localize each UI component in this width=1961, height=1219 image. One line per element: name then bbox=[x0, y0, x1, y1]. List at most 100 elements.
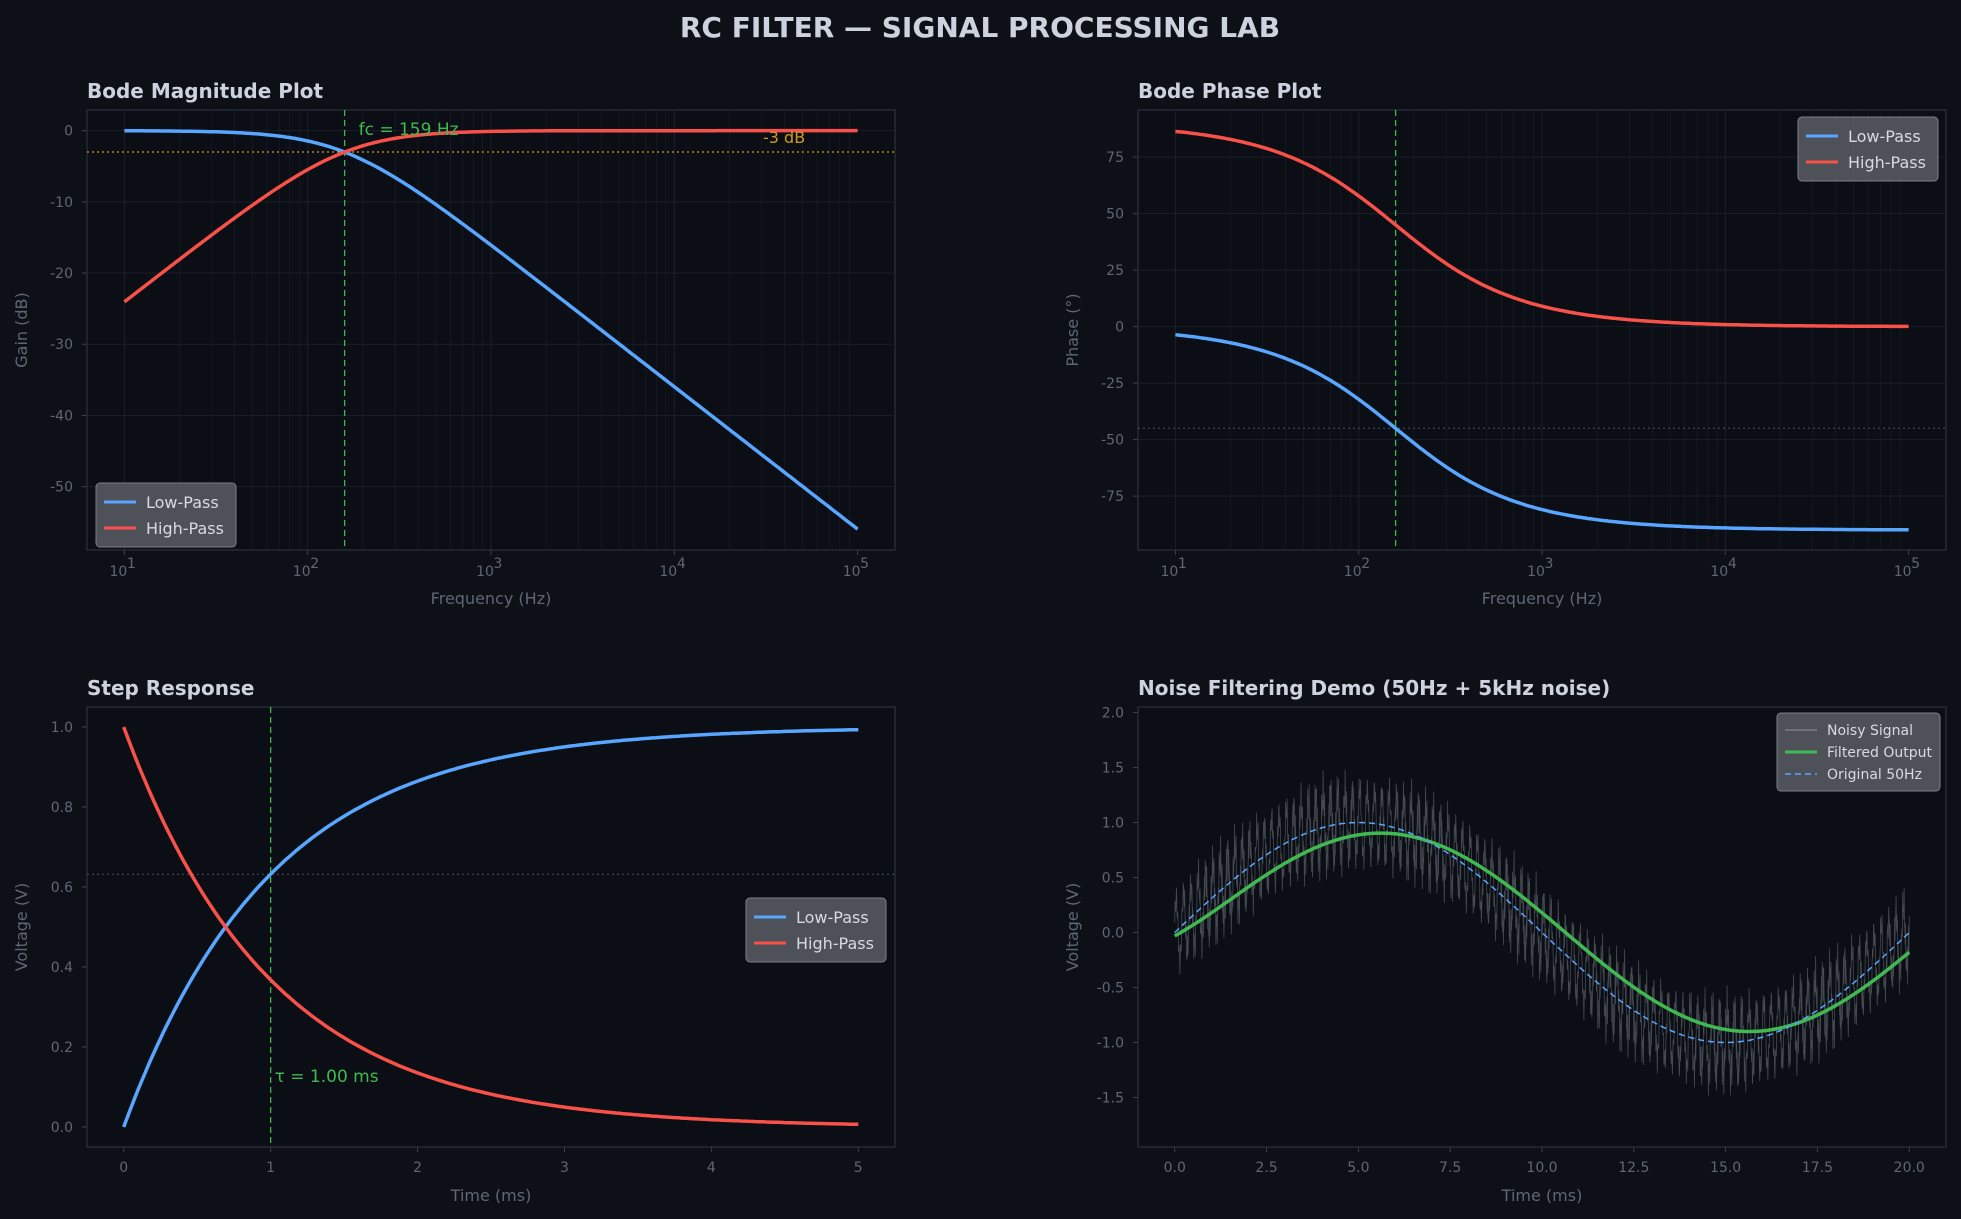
legend-label: Low-Pass bbox=[796, 908, 869, 927]
figure-title: RC FILTER — SIGNAL PROCESSING LAB bbox=[680, 11, 1280, 44]
x-tick-label: 7.5 bbox=[1439, 1160, 1461, 1176]
y-axis-label: Voltage (V) bbox=[12, 883, 31, 972]
y-tick-label: 25 bbox=[1106, 263, 1124, 279]
legend-label: Noisy Signal bbox=[1827, 723, 1913, 739]
series-original-50hz-line bbox=[1174, 821, 1910, 1044]
series-low-pass-line bbox=[122, 727, 859, 1128]
x-tick-label: 10 1 bbox=[1160, 556, 1186, 580]
x-tick-label: 10.0 bbox=[1526, 1160, 1557, 1176]
legend-box bbox=[95, 482, 237, 548]
x-tick-exponent: 3 bbox=[494, 556, 503, 572]
series-noisy-signal-line bbox=[1174, 769, 1910, 1096]
y-tick-label: -20 bbox=[50, 266, 73, 282]
y-tick-label: -1.5 bbox=[1097, 1091, 1124, 1107]
x-tick-exponent: 5 bbox=[860, 556, 869, 572]
threshold-annotation: -3 dB bbox=[763, 128, 805, 147]
x-tick-label: 17.5 bbox=[1802, 1160, 1833, 1176]
legend-box bbox=[1776, 712, 1941, 792]
x-tick-exponent: 4 bbox=[1728, 556, 1737, 572]
series-low-pass-line bbox=[1175, 332, 1909, 532]
legend: Low-Pass High-Pass bbox=[1797, 116, 1939, 182]
y-tick-label: 1.5 bbox=[1102, 761, 1124, 777]
y-tick-label: -10 bbox=[50, 195, 73, 211]
legend-label: High-Pass bbox=[1848, 153, 1926, 172]
y-tick-label: -30 bbox=[50, 337, 73, 353]
tau-annotation: τ = 1.00 ms bbox=[275, 1067, 379, 1087]
series-high-pass-line bbox=[122, 726, 859, 1127]
x-tick-label: 2 bbox=[413, 1160, 422, 1176]
y-tick-label: -1.0 bbox=[1097, 1036, 1124, 1052]
y-tick-label: 0 bbox=[64, 124, 73, 140]
x-tick-exponent: 1 bbox=[127, 556, 136, 572]
y-tick-label: -25 bbox=[1101, 376, 1124, 392]
cutoff-annotation: fc = 159 Hz bbox=[359, 120, 459, 140]
x-tick-exponent: 1 bbox=[1178, 556, 1187, 572]
y-tick-label: 0.8 bbox=[51, 800, 73, 816]
gridlines bbox=[1138, 110, 1946, 550]
y-tick-label: 1.0 bbox=[1102, 816, 1124, 832]
series-low-pass-line bbox=[124, 129, 859, 531]
legend-label: Low-Pass bbox=[1848, 127, 1921, 146]
chart-step-response: Step Response 0 1 2 3 4 5 0.0 0.2 0.4 0.6 0.8 1.0 Tim… bbox=[12, 676, 896, 1205]
y-tick-label: -50 bbox=[50, 480, 73, 496]
x-tick-label: 5.0 bbox=[1347, 1160, 1369, 1176]
y-tick-label: -0.5 bbox=[1097, 981, 1124, 997]
x-tick-base: 10 bbox=[476, 564, 494, 580]
series-filtered-output-line bbox=[1173, 831, 1911, 1034]
x-tick-base: 10 bbox=[1894, 564, 1912, 580]
y-tick-label: -40 bbox=[50, 408, 73, 424]
legend-label: Filtered Output bbox=[1827, 745, 1932, 761]
y-tick-label: -75 bbox=[1101, 489, 1124, 505]
x-tick-label: 20.0 bbox=[1894, 1160, 1925, 1176]
y-tick-label: 0.6 bbox=[51, 880, 73, 896]
panel-title: Bode Phase Plot bbox=[1138, 79, 1322, 103]
x-tick-label: 12.5 bbox=[1618, 1160, 1649, 1176]
y-tick-label: 1.0 bbox=[51, 720, 73, 736]
series-high-pass-line bbox=[123, 128, 858, 304]
y-tick-label: 0.0 bbox=[51, 1120, 73, 1136]
x-tick-base: 10 bbox=[1527, 564, 1545, 580]
y-tick-label: 0.4 bbox=[51, 960, 73, 976]
x-tick-exponent: 5 bbox=[1911, 556, 1920, 572]
legend: Low-Pass High-Pass bbox=[745, 897, 887, 963]
x-tick-base: 10 bbox=[109, 564, 127, 580]
x-axis-label: Time (ms) bbox=[1501, 1186, 1583, 1205]
x-tick-base: 10 bbox=[1344, 564, 1362, 580]
x-tick-label: 3 bbox=[560, 1160, 569, 1176]
y-tick-label: 2.0 bbox=[1102, 706, 1124, 722]
y-tick-label: 0.0 bbox=[1102, 926, 1124, 942]
y-tick-label: 75 bbox=[1106, 150, 1124, 166]
x-tick-base: 10 bbox=[1710, 564, 1728, 580]
series-high-pass-line bbox=[1175, 129, 1909, 329]
x-tick-exponent: 3 bbox=[1545, 556, 1554, 572]
legend: Low-Pass High-Pass bbox=[95, 482, 237, 548]
legend-box bbox=[1797, 116, 1939, 182]
x-tick-base: 10 bbox=[293, 564, 311, 580]
x-tick-label: 10 2 bbox=[293, 556, 319, 580]
y-tick-label: 0 bbox=[1115, 320, 1124, 336]
y-tick-label: -50 bbox=[1101, 433, 1124, 449]
y-tick-label: 0.5 bbox=[1102, 871, 1124, 887]
x-tick-label: 5 bbox=[854, 1160, 863, 1176]
x-tick-label: 1 bbox=[266, 1160, 275, 1176]
x-tick-label: 10 3 bbox=[1527, 556, 1553, 580]
legend-label: High-Pass bbox=[146, 519, 224, 538]
x-tick-label: 10 4 bbox=[1710, 556, 1736, 580]
legend-label: High-Pass bbox=[796, 934, 874, 953]
y-tick-label: 0.2 bbox=[51, 1040, 73, 1056]
x-tick-exponent: 2 bbox=[310, 556, 319, 572]
panel-title: Step Response bbox=[87, 676, 254, 700]
x-tick-label: 2.5 bbox=[1255, 1160, 1277, 1176]
x-tick-label: 10 1 bbox=[109, 556, 135, 580]
x-tick-label: 0 bbox=[119, 1160, 128, 1176]
x-axis-label: Frequency (Hz) bbox=[1482, 589, 1603, 608]
x-tick-base: 10 bbox=[843, 564, 861, 580]
legend: Noisy Signal Filtered Output Original 50Hz bbox=[1776, 712, 1941, 792]
x-tick-label: 10 4 bbox=[659, 556, 685, 580]
x-tick-label: 10 3 bbox=[476, 556, 502, 580]
x-tick-label: 4 bbox=[707, 1160, 716, 1176]
panel-title: Noise Filtering Demo (50Hz + 5kHz noise) bbox=[1138, 676, 1610, 700]
